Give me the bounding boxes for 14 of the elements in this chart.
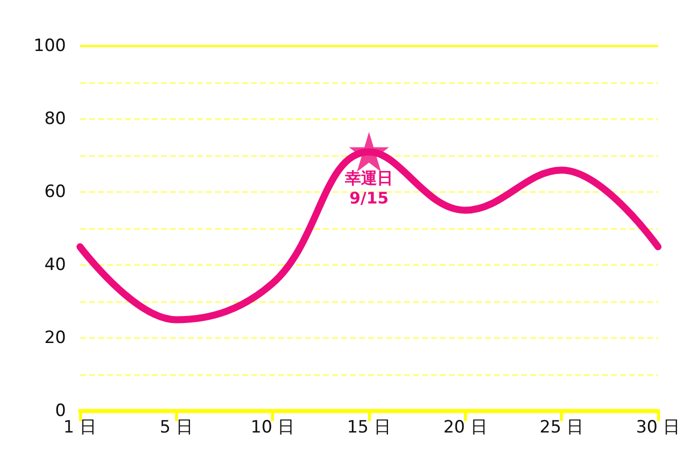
y-tick-label: 80 <box>44 109 66 129</box>
x-tick-label: 1 日 <box>63 418 97 438</box>
x-tick-label: 10 日 <box>250 418 295 438</box>
y-tick-label: 60 <box>44 182 66 202</box>
x-tick-label: 20 日 <box>443 418 488 438</box>
y-tick-label: 100 <box>34 36 66 56</box>
annotation: 幸運日 9/15 <box>344 168 393 208</box>
x-tick-label: 30 日 <box>636 418 680 438</box>
y-tick-label: 0 <box>55 401 66 421</box>
x-tick-label: 5 日 <box>160 418 193 438</box>
y-tick-label: 40 <box>44 255 66 275</box>
y-tick-label: 20 <box>44 328 66 348</box>
x-tick-label: 25 日 <box>540 418 584 438</box>
x-tick-label: 15 日 <box>346 418 392 438</box>
